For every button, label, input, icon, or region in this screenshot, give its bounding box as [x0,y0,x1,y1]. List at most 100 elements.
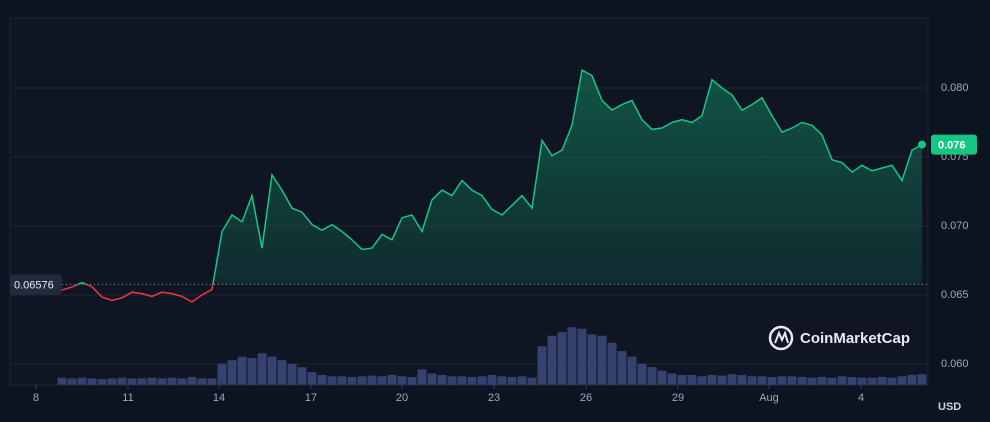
volume-bar [537,346,547,385]
x-tick-label: 4 [858,392,864,404]
volume-bar [357,376,367,385]
x-tick-label: 29 [672,392,684,404]
volume-bar [657,370,667,385]
volume-bar [277,360,287,385]
volume-bar [197,378,207,385]
volume-bar [307,372,317,385]
volume-bar [497,376,507,385]
volume-bar [337,376,347,385]
volume-bar [347,377,357,385]
current-point [918,140,926,149]
volume-bar [667,373,677,385]
volume-bar [427,373,437,385]
volume-bar [127,378,137,385]
volume-bar [417,369,427,385]
volume-bar [827,377,837,385]
watermark-text: CoinMarketCap [800,330,910,347]
volume-bar [67,378,77,385]
y-tick-label: 0.070 [941,220,969,232]
volume-bar [597,335,607,385]
price-area [77,70,922,285]
volume-bar [297,367,307,385]
price-line-down [61,284,214,303]
price-tag-label: 0.076 [938,139,966,151]
volume-bar [617,351,627,385]
x-tick-label: 26 [580,392,592,404]
volume-bar [857,377,867,385]
volume-bar [627,356,637,385]
volume-bar [147,377,157,385]
volume-bar [687,374,697,385]
volume-bar [517,376,527,385]
volume-bar [327,376,337,385]
volume-bar [467,377,477,385]
x-tick-label: 8 [33,392,39,404]
volume-bar [747,376,757,385]
volume-bar [177,378,187,385]
volume-bar [447,376,457,385]
baseline-label-box [10,274,62,295]
volume-bar [807,377,817,385]
volume-bar [387,374,397,385]
volume-bar [207,378,217,385]
volume-bar [547,335,557,385]
volume-bar [57,377,67,385]
x-tick-label: 17 [305,392,317,404]
volume-bar [837,376,847,385]
volume-bar [227,360,237,385]
volume-bar [707,374,717,385]
volume-bar [377,376,387,385]
volume-bar [487,374,497,385]
volume-bar [887,377,897,385]
volume-bar [317,374,327,385]
volume-bar [717,375,727,385]
y-tick-label: 0.060 [941,358,969,370]
x-tick-label: 11 [122,392,133,404]
volume-bar [407,377,417,385]
y-unit: USD [938,401,961,413]
volume-bar [477,376,487,385]
baseline-label: 0.06576 [14,279,54,291]
volume-bar [437,374,447,385]
volume-bar [647,367,657,385]
volume-bar [257,353,267,385]
volume-bar [607,342,617,385]
volume-bar [847,377,857,385]
volume-bar [187,377,197,385]
volume-bar [107,378,117,385]
volume-bar [897,376,907,385]
volume-bar [737,374,747,385]
volume-bar [97,379,107,385]
volume-bar [287,363,297,385]
x-tick-label: 14 [213,392,225,404]
volume-bar [237,356,247,385]
volume-bar [697,376,707,385]
volume-bar [117,377,127,385]
volume-bar [727,374,737,385]
volume-bar [507,377,517,385]
volume-bar [267,356,277,385]
volume-bar [167,377,177,385]
volume-bar [587,334,597,385]
volume-bar [787,376,797,385]
watermark: CoinMarketCap [768,325,910,351]
volume-bar [137,378,147,385]
x-tick-label: 20 [396,392,408,404]
volume-bar [77,377,87,385]
volume-bar [637,363,647,385]
volume-bar [817,377,827,385]
volume-bar [907,374,917,385]
volume-bar [367,375,377,385]
volume-bar [397,376,407,385]
volume-bar [677,374,687,385]
logo [768,325,794,351]
volume-bar [527,377,537,385]
volume-bar [877,377,887,385]
volume-bar [557,332,567,385]
volume-bar [777,376,787,385]
y-tick-label: 0.080 [941,82,969,94]
volume-bar [247,358,257,385]
volume-bar [797,377,807,385]
x-tick-label: Aug [759,392,779,404]
